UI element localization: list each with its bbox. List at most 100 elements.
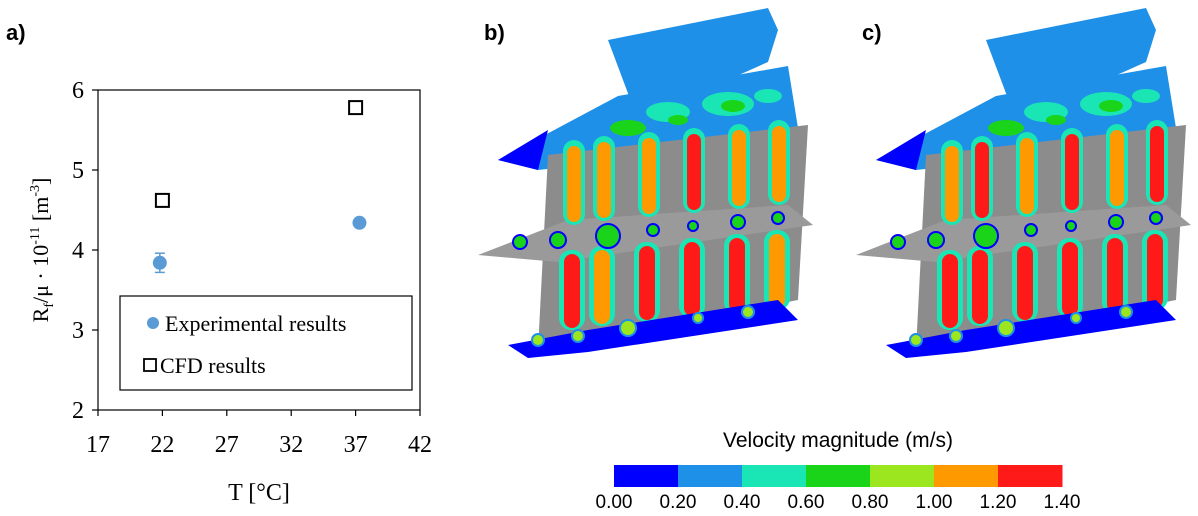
x-tick-label: 32 [279, 432, 303, 458]
colorbar-tick-label: 1.00 [916, 492, 953, 513]
velocity-contour [988, 120, 1024, 136]
velocity-contour [668, 115, 688, 125]
tube-core [1147, 234, 1163, 308]
experimental-point [152, 255, 167, 270]
velocity-contour [1046, 115, 1066, 125]
colorbar-tick-label: 0.60 [788, 492, 825, 513]
velocity-ring [741, 305, 755, 319]
velocity-ring [1108, 214, 1124, 230]
velocity-ring [646, 223, 660, 237]
colorbar-tick-label: 1.40 [1044, 492, 1081, 513]
x-tick-label: 42 [408, 432, 432, 458]
tube-core [594, 250, 610, 324]
y-label-unit-close: ] [28, 178, 53, 185]
tube-core [945, 146, 959, 222]
tube-core [1020, 138, 1034, 214]
velocity-ring [687, 220, 699, 232]
velocity-ring [1119, 305, 1133, 319]
velocity-ring [1024, 223, 1038, 237]
y-label-sub: f [42, 303, 57, 308]
velocity-ring [531, 333, 545, 347]
colorbar: Velocity magnitude (m/s) 0.00 0.20 0.40 0.6… [596, 429, 1081, 513]
colorbar-tick-label: 0.20 [660, 492, 697, 513]
colorbar-swatch [614, 465, 679, 487]
tube-core [972, 250, 988, 324]
tube-core [567, 146, 581, 222]
y-label-mid: /μ · 10 [28, 245, 53, 303]
velocity-ring [909, 333, 923, 347]
tube-core [564, 254, 580, 328]
legend-box [119, 295, 413, 391]
colorbar-tick-label: 0.80 [852, 492, 889, 513]
colorbar-tick-label: 0.00 [596, 492, 633, 513]
legend: Experimental results CFD results [119, 295, 413, 391]
panel-label-c: c) [862, 20, 882, 45]
colorbar-tick-label: 1.20 [980, 492, 1017, 513]
velocity-ring [1149, 211, 1163, 225]
colorbar-ticks: 0.00 0.20 0.40 0.60 0.80 1.00 1.20 1.40 [596, 492, 1081, 513]
velocity-ring [1070, 312, 1082, 324]
tube-core [1150, 126, 1164, 202]
velocity-ring [595, 223, 621, 249]
velocity-ring [771, 211, 785, 225]
tube-core [772, 126, 786, 202]
y-label-unit-open: [m [28, 197, 53, 227]
velocity-ring [973, 223, 999, 249]
velocity-contour [721, 100, 745, 112]
tube-core [769, 234, 785, 308]
x-tick-label: 22 [150, 432, 174, 458]
bottom-plate [508, 300, 798, 358]
velocity-ring [997, 319, 1015, 337]
velocity-ring [890, 234, 906, 250]
velocity-ring [927, 231, 945, 249]
legend-label-cfd: CFD results [160, 353, 266, 378]
velocity-ring [949, 329, 963, 343]
tube-core [642, 138, 656, 214]
tube-core [1107, 238, 1123, 312]
colorbar-swatch [806, 465, 871, 487]
tube-core [1062, 242, 1078, 316]
tube-core [1065, 134, 1079, 210]
x-tick-label: 27 [215, 432, 239, 458]
x-axis-ticks: 17 22 27 32 37 42 [86, 410, 432, 458]
velocity-ring [549, 231, 567, 249]
tube-core [597, 142, 611, 218]
tube-core [1110, 130, 1124, 206]
colorbar-swatch [742, 465, 807, 487]
colorbar-swatch [998, 465, 1063, 487]
y-label-unit-exp: -3 [28, 185, 43, 197]
velocity-contour [610, 120, 646, 136]
colorbar-swatch [678, 465, 743, 487]
y-tick-label: 2 [72, 398, 84, 424]
x-tick-label: 37 [344, 432, 368, 458]
panel-label-a: a) [6, 20, 26, 45]
top-plate-edge [498, 130, 548, 170]
legend-label-experimental: Experimental results [165, 311, 346, 336]
cfd-point [348, 100, 364, 116]
legend-marker-experimental [147, 317, 159, 329]
scatter-chart: 2 3 4 5 6 17 22 27 32 37 42 Rf/μ · 10-11 [m-3] T … [28, 78, 432, 506]
x-tick-label: 17 [86, 432, 110, 458]
velocity-render-c [856, 8, 1191, 358]
tube-core [732, 130, 746, 206]
top-plate-edge [876, 130, 926, 170]
y-label-exp: -11 [28, 227, 43, 245]
velocity-ring [1065, 220, 1077, 232]
tube-core [942, 254, 958, 328]
tube-core [687, 134, 701, 210]
y-axis-ticks: 2 3 4 5 6 [72, 78, 98, 424]
panel-label-b: b) [484, 20, 505, 45]
x-axis-label: T [°C] [228, 480, 290, 506]
tube-core [975, 142, 989, 218]
cfd-point [154, 192, 170, 208]
colorbar-swatch [934, 465, 999, 487]
velocity-contour [754, 89, 782, 103]
velocity-ring [730, 214, 746, 230]
velocity-ring [571, 329, 585, 343]
y-tick-label: 4 [72, 238, 84, 264]
velocity-ring [692, 312, 704, 324]
y-tick-label: 6 [72, 78, 84, 104]
y-axis-label: Rf/μ · 10-11 [m-3] [28, 178, 57, 323]
tube-core [639, 246, 655, 320]
y-label-main: R [28, 307, 53, 322]
